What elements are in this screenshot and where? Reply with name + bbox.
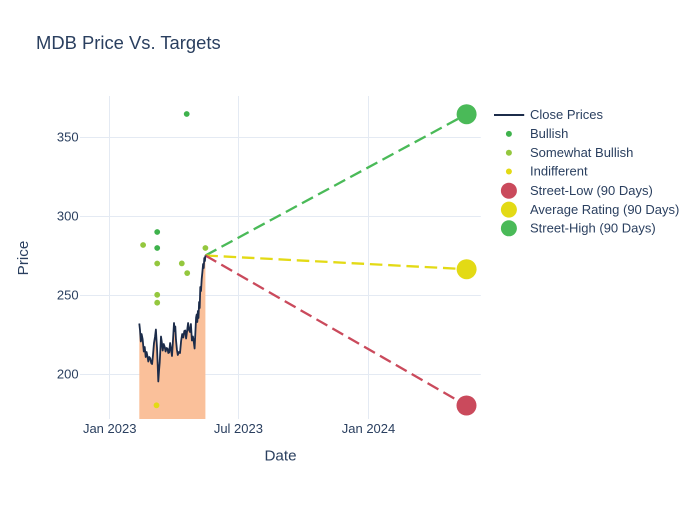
svg-text:Jan 2024: Jan 2024 [342,421,396,436]
svg-text:250: 250 [57,288,79,303]
svg-text:350: 350 [57,130,79,145]
svg-text:Somewhat Bullish: Somewhat Bullish [530,145,633,160]
svg-text:200: 200 [57,367,79,382]
svg-text:300: 300 [57,209,79,224]
svg-text:Street-High (90 Days): Street-High (90 Days) [530,221,656,236]
svg-text:Jan 2023: Jan 2023 [83,421,137,436]
svg-text:Date: Date [264,448,296,465]
svg-text:Close Prices: Close Prices [530,107,603,122]
svg-text:Price: Price [15,241,32,276]
svg-text:Indifferent: Indifferent [530,164,588,179]
svg-text:MDB Price Vs. Targets: MDB Price Vs. Targets [36,32,221,53]
svg-text:Average Rating (90 Days): Average Rating (90 Days) [530,202,679,217]
svg-text:Street-Low (90 Days): Street-Low (90 Days) [530,183,653,198]
svg-text:Jul 2023: Jul 2023 [214,421,263,436]
svg-text:Bullish: Bullish [530,126,568,141]
